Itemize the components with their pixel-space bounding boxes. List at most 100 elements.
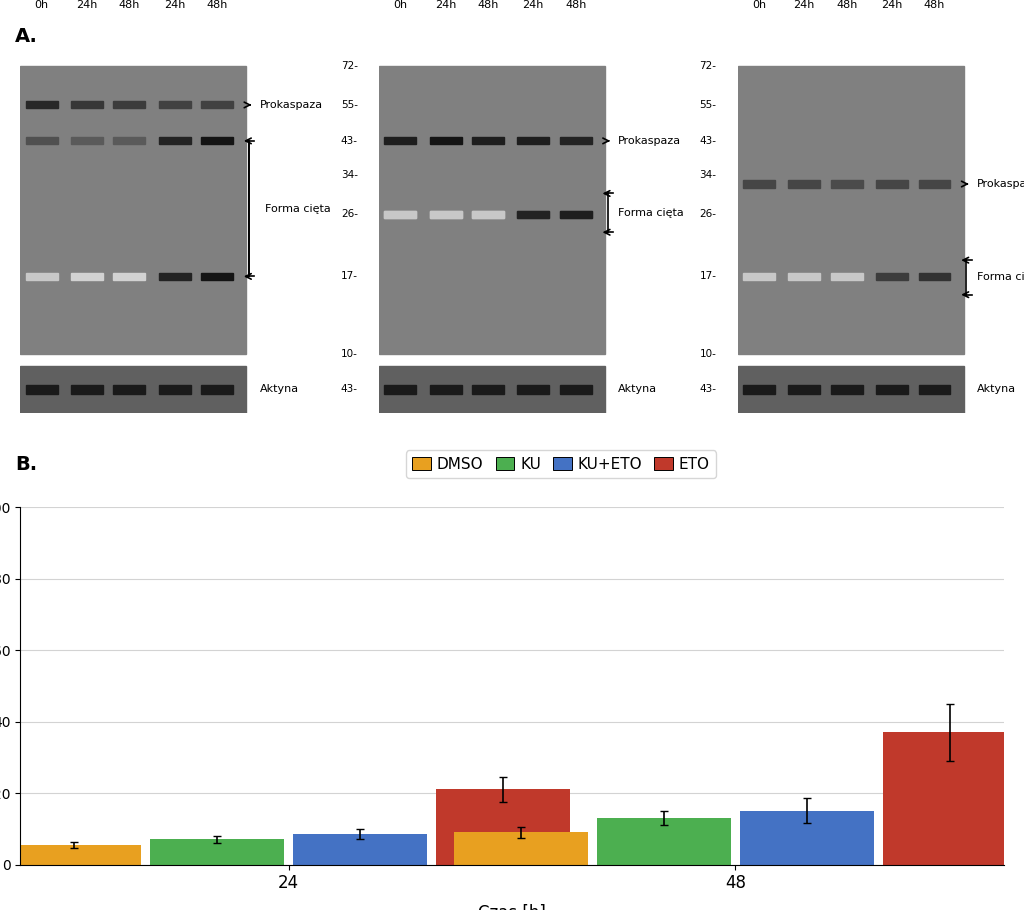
Text: 24h: 24h — [76, 0, 97, 10]
Bar — [830, 180, 862, 187]
Bar — [517, 211, 549, 217]
Text: 48h: 48h — [477, 0, 499, 10]
Text: 43-: 43- — [699, 136, 717, 146]
Text: 43-: 43- — [341, 136, 358, 146]
Bar — [830, 273, 862, 280]
Bar — [430, 137, 462, 145]
Text: 24h: 24h — [164, 0, 185, 10]
Text: 24h: 24h — [794, 0, 815, 10]
Bar — [738, 366, 964, 413]
Bar — [743, 273, 775, 280]
Bar — [384, 211, 417, 217]
Bar — [919, 273, 950, 280]
Text: 72-: 72- — [699, 61, 717, 71]
Text: 48h: 48h — [207, 0, 227, 10]
Bar — [7, 844, 141, 864]
Bar — [114, 137, 145, 145]
Text: 43-: 43- — [341, 384, 358, 394]
Text: 48h: 48h — [565, 0, 587, 10]
Text: Aktyna: Aktyna — [260, 384, 299, 394]
Bar — [26, 137, 57, 145]
Bar — [472, 385, 504, 394]
Text: 55-: 55- — [341, 100, 358, 110]
Bar — [472, 137, 504, 145]
Bar — [293, 834, 427, 864]
Bar — [114, 101, 145, 108]
Text: 24h: 24h — [882, 0, 902, 10]
Bar — [159, 385, 190, 394]
Text: Aktyna: Aktyna — [977, 384, 1016, 394]
Bar — [454, 833, 588, 864]
Text: Prokaspaza: Prokaspaza — [977, 179, 1024, 189]
Text: Forma cięta: Forma cięta — [618, 207, 684, 217]
Bar — [472, 211, 504, 217]
Text: 48h: 48h — [119, 0, 140, 10]
Text: Forma cięta: Forma cięta — [265, 204, 331, 214]
Text: 24h: 24h — [435, 0, 457, 10]
Bar — [876, 273, 908, 280]
Text: 43-: 43- — [699, 384, 717, 394]
Bar — [517, 385, 549, 394]
Bar — [384, 211, 417, 217]
Bar — [26, 101, 57, 108]
Bar — [71, 385, 102, 394]
Bar — [876, 180, 908, 187]
Bar — [20, 366, 247, 413]
Text: 0h: 0h — [752, 0, 766, 10]
Text: Prokaspaza: Prokaspaza — [260, 100, 323, 110]
Bar — [788, 180, 820, 187]
Bar — [830, 385, 862, 394]
Text: 55-: 55- — [699, 100, 717, 110]
Bar — [788, 273, 820, 280]
Text: 48h: 48h — [924, 0, 945, 10]
Bar — [597, 818, 731, 864]
Text: 0h: 0h — [393, 0, 408, 10]
Text: Aktyna: Aktyna — [618, 384, 657, 394]
Text: 0h: 0h — [35, 0, 49, 10]
Bar — [919, 180, 950, 187]
Text: 10-: 10- — [699, 349, 717, 359]
Bar — [384, 137, 417, 145]
Bar — [436, 790, 570, 864]
Bar — [743, 180, 775, 187]
Bar — [71, 137, 102, 145]
Bar — [743, 385, 775, 394]
Text: Forma cięta: Forma cięta — [977, 272, 1024, 282]
Bar — [560, 385, 592, 394]
Bar — [159, 273, 190, 280]
Bar — [71, 273, 102, 280]
X-axis label: Czas [h]: Czas [h] — [478, 904, 546, 910]
Bar — [472, 211, 504, 217]
Text: B.: B. — [15, 455, 38, 474]
Bar — [159, 101, 190, 108]
Bar — [788, 385, 820, 394]
Text: 34-: 34- — [341, 170, 358, 180]
Bar — [883, 733, 1017, 864]
Bar — [517, 211, 549, 217]
Text: 17-: 17- — [341, 271, 358, 281]
Bar — [26, 273, 57, 280]
Bar — [114, 385, 145, 394]
Legend: DMSO, KU, KU+ETO, ETO: DMSO, KU, KU+ETO, ETO — [407, 450, 716, 478]
Bar — [201, 385, 233, 394]
Text: 34-: 34- — [699, 170, 717, 180]
Bar — [379, 66, 605, 354]
Text: 17-: 17- — [699, 271, 717, 281]
Bar — [26, 385, 57, 394]
Bar — [20, 66, 247, 354]
Bar — [384, 385, 417, 394]
Bar — [560, 137, 592, 145]
Text: Prokaspaza: Prokaspaza — [618, 136, 681, 146]
Bar — [740, 811, 873, 864]
Bar — [738, 66, 964, 354]
Bar — [201, 101, 233, 108]
Bar — [876, 385, 908, 394]
Text: 24h: 24h — [522, 0, 544, 10]
Bar — [71, 101, 102, 108]
Text: 72-: 72- — [341, 61, 358, 71]
Bar — [430, 211, 462, 217]
Bar — [560, 211, 592, 217]
Bar — [430, 211, 462, 217]
Bar — [517, 137, 549, 145]
Bar — [114, 273, 145, 280]
